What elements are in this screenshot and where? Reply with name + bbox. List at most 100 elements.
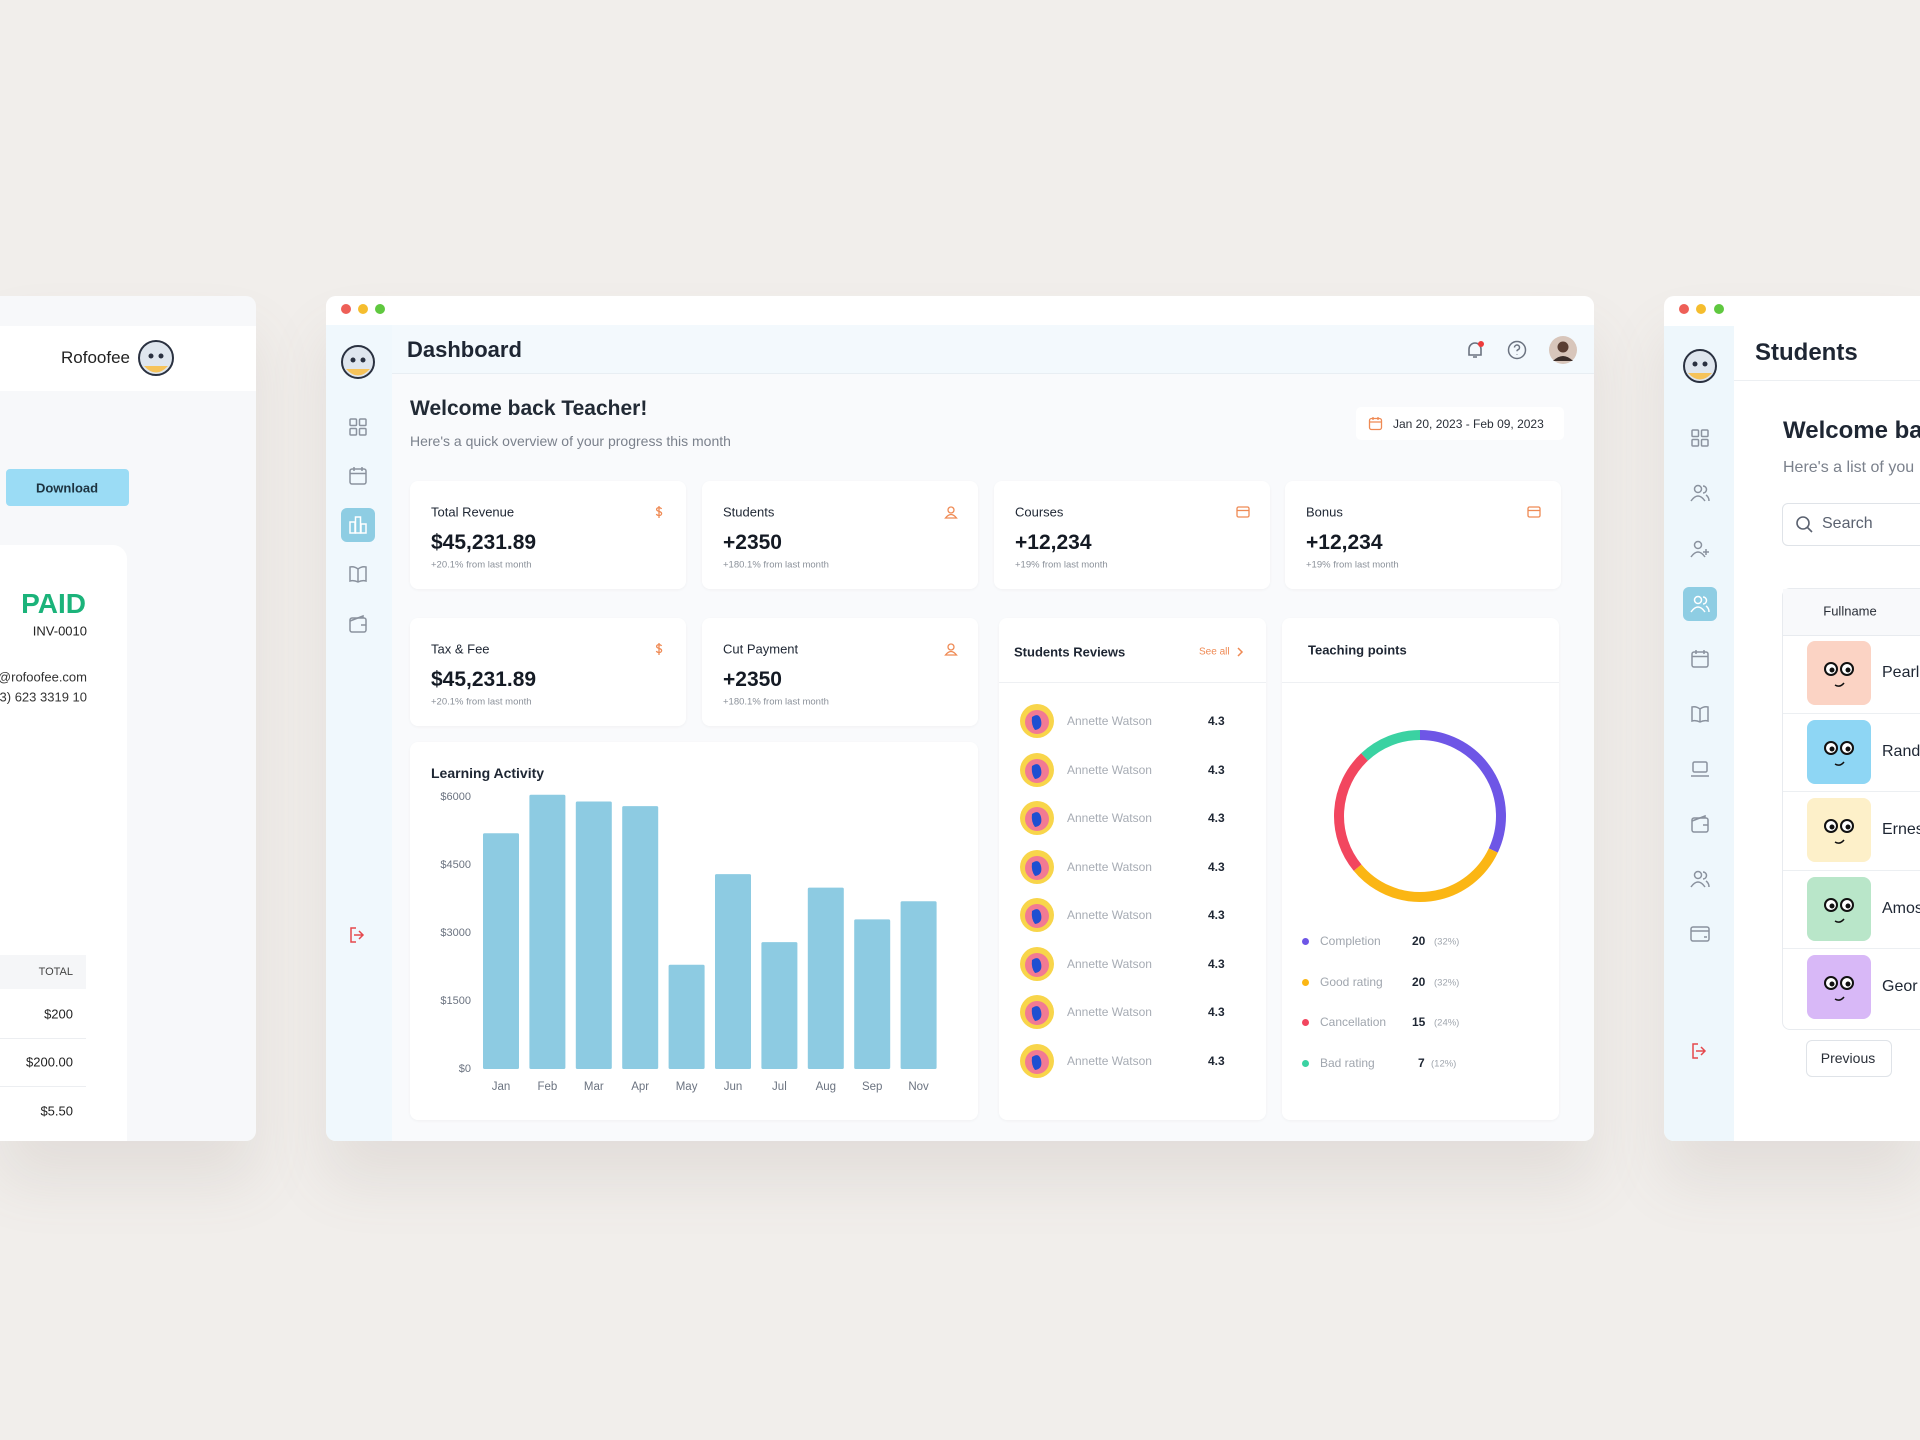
icon-shape [1690, 484, 1710, 502]
help-icon[interactable] [1506, 339, 1528, 361]
total-header: TOTAL [38, 966, 73, 978]
donut-segment [1361, 730, 1421, 761]
logo [341, 345, 375, 379]
window-minimize[interactable] [1696, 304, 1706, 314]
x-tick-label: Aug [816, 1081, 836, 1093]
x-tick-label: May [676, 1081, 698, 1093]
stat-value: +2350 [723, 531, 782, 554]
legend-count: 15 [1412, 1015, 1426, 1029]
x-tick-label: Mar [584, 1081, 604, 1093]
sidebar-icon[interactable] [1683, 421, 1717, 455]
window-maximize[interactable] [1714, 304, 1724, 314]
x-tick-label: Feb [537, 1081, 557, 1093]
y-tick-label: $3000 [440, 927, 471, 939]
sidebar-icon[interactable] [341, 607, 375, 641]
sidebar-icon[interactable] [1683, 752, 1717, 786]
row-divider [1783, 948, 1920, 949]
donut-segment [1419, 730, 1506, 853]
search-placeholder: Search [1822, 515, 1873, 532]
date-picker[interactable] [1356, 407, 1564, 440]
sidebar-icon[interactable] [341, 508, 375, 542]
review-rating: 4.3 [1208, 1005, 1225, 1019]
sidebar-icon[interactable] [341, 459, 375, 493]
logo [1683, 349, 1717, 383]
stat-change: +19% from last month [1015, 559, 1108, 571]
row-divider [1783, 869, 1920, 871]
legend-count: 20 [1412, 934, 1426, 948]
student-name: Pearl [1882, 664, 1920, 681]
sidebar-icon[interactable] [341, 557, 375, 591]
stat-icon [1236, 506, 1250, 518]
stat-label: Students [723, 504, 775, 520]
sidebar-icon[interactable] [1683, 862, 1717, 896]
window-maximize[interactable] [375, 304, 385, 314]
stat-value: $45,231.89 [431, 668, 537, 691]
stat-label: Courses [1015, 504, 1064, 520]
student-avatar [1807, 955, 1871, 1019]
bar [761, 942, 798, 1069]
reviewer-name: Annette Watson [1067, 859, 1152, 874]
icon-shape [349, 467, 367, 485]
reviewer-avatar [1020, 898, 1054, 932]
x-tick-label: Jul [772, 1081, 787, 1093]
student-name: Ernes [1882, 821, 1920, 838]
x-tick-label: Apr [631, 1081, 649, 1093]
bar [483, 833, 519, 1069]
reviewer-name: Annette Watson [1067, 811, 1152, 825]
bar [715, 874, 751, 1069]
sidebar-icon[interactable] [1683, 917, 1717, 951]
donut-segment [1334, 753, 1369, 871]
window-minimize[interactable] [358, 304, 368, 314]
sidebar-icon[interactable] [1683, 697, 1717, 731]
bar [575, 801, 612, 1069]
stat-label: Bonus [1306, 504, 1343, 520]
student-avatar [1807, 798, 1871, 862]
row-divider [1783, 712, 1920, 714]
window-close[interactable] [341, 304, 351, 314]
icon-shape [1690, 870, 1710, 888]
email: @rofoofee.com [0, 669, 87, 685]
sidebar [1664, 326, 1734, 1141]
download-button[interactable] [6, 469, 129, 506]
reviewer-name: Annette Watson [1067, 714, 1152, 728]
download-label: Download [35, 480, 99, 496]
search-box[interactable] [1782, 503, 1920, 546]
sidebar-icon[interactable] [341, 918, 375, 952]
sidebar-icon[interactable] [1683, 532, 1717, 566]
sidebar-icon[interactable] [1683, 587, 1717, 621]
total-value: $5.50 [40, 1103, 73, 1119]
y-tick-label: $6000 [440, 791, 471, 803]
see-all-link[interactable]: See all [1199, 646, 1230, 658]
legend-count: 7 [1418, 1055, 1425, 1070]
icon-shape [1691, 706, 1709, 723]
sidebar-icon[interactable] [1683, 476, 1717, 510]
stat-icon [944, 643, 958, 656]
learning-activity-card: Learning Activity $0 $1500 $3000 $4500 $6000… [410, 742, 978, 1120]
review-rating: 4.3 [1208, 762, 1225, 777]
logo [138, 340, 174, 376]
reviewer-avatar [1020, 704, 1054, 738]
user-avatar[interactable] [1548, 335, 1578, 365]
notification-icon[interactable] [1464, 339, 1486, 361]
sidebar-icon[interactable] [1683, 642, 1717, 676]
previous-label: Previous [1820, 1050, 1876, 1066]
card-title: Learning Activity [431, 765, 545, 781]
legend-dot [1302, 978, 1309, 986]
icon-shape [1690, 926, 1710, 942]
legend-percent: (12%) [1431, 1058, 1457, 1069]
previous-button[interactable] [1806, 1040, 1892, 1077]
sidebar-icon[interactable] [1683, 807, 1717, 841]
students-table [1782, 588, 1920, 1030]
title-bar [326, 296, 1594, 325]
legend-dot [1302, 1019, 1309, 1026]
window-close[interactable] [1679, 304, 1689, 314]
reviews-card: Students Reviews See all Annette Watson 4… [999, 618, 1266, 1120]
phone: 3) 623 3319 10 [0, 689, 87, 705]
reviewer-avatar [1020, 849, 1054, 884]
sidebar-icon[interactable] [1683, 1034, 1717, 1068]
sidebar-icon[interactable] [341, 410, 375, 444]
active-bg [1683, 587, 1717, 621]
bar [668, 964, 705, 1069]
stat-change: +180.1% from last month [723, 696, 829, 708]
